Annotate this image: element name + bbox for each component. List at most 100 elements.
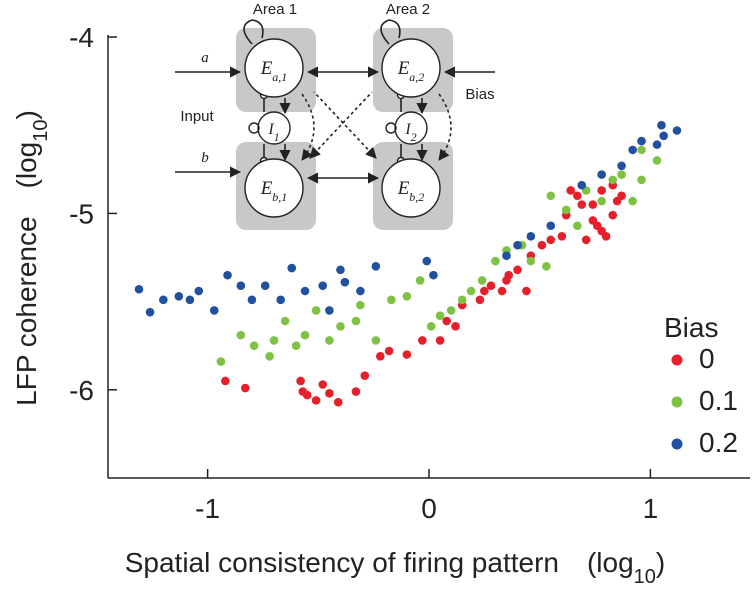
point <box>588 200 598 209</box>
point <box>134 284 144 294</box>
legend-marker <box>671 354 683 366</box>
point <box>451 321 460 331</box>
legend-marker <box>671 438 683 450</box>
point <box>637 145 646 155</box>
y-label-text: LFP coherence (log <box>11 142 42 406</box>
dashed-arrow <box>313 91 377 159</box>
point <box>291 341 301 351</box>
point <box>435 336 445 345</box>
y-label-sub: 10 <box>30 120 52 142</box>
point <box>608 210 618 220</box>
node-label-main: E <box>260 58 273 79</box>
point <box>561 205 571 215</box>
node-label-sub: b,1 <box>272 190 287 204</box>
point <box>371 336 381 345</box>
point <box>513 265 522 275</box>
y-tick-label: -4 <box>69 22 94 53</box>
node-label-sub: b,2 <box>409 190 424 204</box>
point <box>435 311 445 321</box>
point <box>194 286 204 296</box>
point <box>340 277 350 287</box>
point <box>418 336 427 345</box>
point <box>577 200 587 209</box>
point <box>240 383 250 393</box>
point <box>384 346 394 356</box>
node-circle <box>381 38 441 98</box>
point <box>371 262 381 271</box>
point <box>513 240 522 250</box>
point <box>311 396 321 405</box>
point <box>457 295 467 305</box>
point <box>637 175 646 185</box>
x-label-text: Spatial consistency of firing pattern (l… <box>125 547 634 578</box>
point <box>159 295 168 305</box>
point <box>426 321 436 331</box>
node-label-main: E <box>397 58 410 79</box>
bias-label: Bias <box>465 86 494 103</box>
point <box>659 131 668 141</box>
input-label: Input <box>180 108 214 125</box>
node-label-main: E <box>260 178 273 199</box>
node-circle <box>244 38 304 98</box>
point <box>429 270 438 280</box>
point <box>325 336 334 345</box>
point <box>260 281 270 291</box>
point <box>577 180 587 190</box>
point <box>265 351 274 361</box>
point <box>356 300 365 310</box>
point <box>617 161 626 171</box>
point <box>491 256 500 266</box>
point <box>546 221 556 231</box>
x-tick-label: 1 <box>643 493 659 524</box>
legend-title: Bias <box>664 312 718 343</box>
inset-diagram: Area 1 Area 2 Input Bias a b Ea,1I1Eb,1E… <box>175 1 495 230</box>
point <box>526 232 536 241</box>
point <box>300 330 310 340</box>
point <box>318 380 328 389</box>
point <box>402 292 412 301</box>
point <box>296 376 305 386</box>
node-label-main: I <box>404 121 411 138</box>
node-label-sub: 2 <box>411 130 417 144</box>
self-loop <box>385 122 397 134</box>
y-axis-label: LFP coherence (log10) <box>11 110 52 406</box>
input-a: a <box>201 50 209 66</box>
node-label-sub: a,2 <box>409 70 424 84</box>
point <box>302 390 312 400</box>
point <box>573 221 582 231</box>
point <box>402 350 412 359</box>
node-circle <box>381 158 441 218</box>
point <box>573 191 582 201</box>
point <box>311 306 321 315</box>
point <box>672 126 682 135</box>
point <box>581 235 591 245</box>
point <box>502 251 511 261</box>
node-label: Ea,1 <box>260 58 288 84</box>
point <box>504 270 513 280</box>
point <box>497 286 507 296</box>
legend-label: 0.2 <box>699 427 738 458</box>
x-tick-label: 0 <box>421 493 437 524</box>
legend-marker <box>671 396 683 408</box>
node-circle <box>394 111 428 145</box>
point <box>477 276 487 285</box>
point <box>537 240 547 250</box>
point <box>466 286 476 296</box>
point <box>336 321 345 331</box>
x-tick-label: -1 <box>195 493 220 524</box>
point <box>280 316 290 326</box>
node-label-main: I <box>267 121 274 138</box>
point <box>216 357 226 366</box>
point <box>236 281 246 291</box>
point <box>300 286 310 296</box>
area-label: Area 2 <box>386 1 430 18</box>
point <box>637 136 646 146</box>
point <box>269 336 279 345</box>
point <box>351 387 361 396</box>
node-label-main: E <box>397 178 410 199</box>
self-loop <box>380 19 401 45</box>
point <box>415 276 425 285</box>
point <box>276 295 285 305</box>
node-label: Eb,2 <box>397 178 425 204</box>
